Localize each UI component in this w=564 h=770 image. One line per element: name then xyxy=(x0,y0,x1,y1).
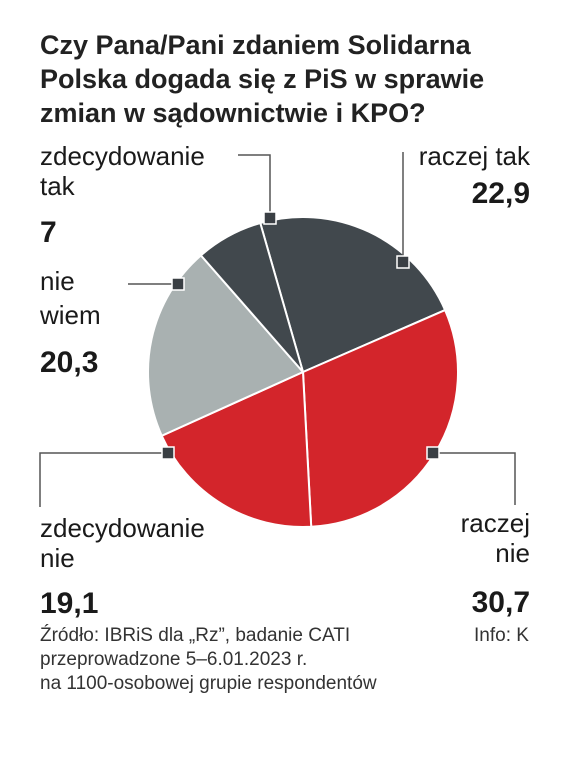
source-line: Źródło: IBRiS dla „Rz”, badanie CATI xyxy=(40,625,351,646)
source-line: na 1100-osobowej grupie respondentów xyxy=(40,673,377,694)
leader-line xyxy=(433,452,516,505)
slice-label: tak xyxy=(40,171,76,201)
leader-marker xyxy=(263,211,277,225)
slice-label: raczej xyxy=(461,508,530,538)
chart-title: Czy Pana/Pani zdaniem Solidarna Polska d… xyxy=(40,28,550,130)
slice-value: 20,3 xyxy=(40,346,98,379)
slice-label: zdecydowanie xyxy=(40,141,205,171)
slice-value: 22,9 xyxy=(472,177,530,210)
leader-marker xyxy=(396,255,410,269)
slice-value: 7 xyxy=(40,216,57,249)
title-line: Czy Pana/Pani zdaniem Solidarna xyxy=(40,30,471,60)
title-line: Polska dogada się z PiS w sprawie xyxy=(40,64,485,94)
slice-label: zdecydowanie xyxy=(40,513,205,543)
title-line: zmian w sądownictwie i KPO? xyxy=(40,98,426,128)
leader-marker xyxy=(171,277,185,291)
leader-line xyxy=(238,154,271,218)
slice-value: 19,1 xyxy=(40,587,98,620)
slice-label: raczej tak xyxy=(419,141,531,171)
slice-label: nie xyxy=(495,538,530,568)
source-note: Źródło: IBRiS dla „Rz”, badanie CATI prz… xyxy=(40,624,460,696)
leader-marker xyxy=(426,446,440,460)
source-line: przeprowadzone 5–6.01.2023 r. xyxy=(40,649,308,670)
leader-lines xyxy=(39,152,516,507)
leader-marker xyxy=(161,446,175,460)
pie-slice xyxy=(147,253,305,438)
slice-label: nie xyxy=(40,266,75,296)
slice-label: wiem xyxy=(39,300,101,330)
pie-chart: raczej tak22,9raczejnie30,7zdecydowanien… xyxy=(39,141,531,620)
slice-label: nie xyxy=(40,543,75,573)
credit: Info: K xyxy=(474,625,529,646)
pie-slice xyxy=(199,221,304,373)
pie-slices xyxy=(147,216,459,528)
slice-labels: raczej tak22,9raczejnie30,7zdecydowanien… xyxy=(39,141,531,620)
leader-line xyxy=(39,452,168,507)
slice-value: 30,7 xyxy=(472,586,530,619)
